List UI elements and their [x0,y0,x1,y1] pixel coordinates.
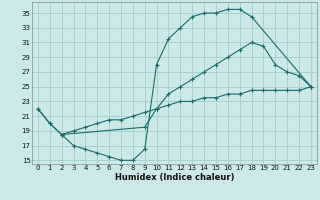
X-axis label: Humidex (Indice chaleur): Humidex (Indice chaleur) [115,173,234,182]
